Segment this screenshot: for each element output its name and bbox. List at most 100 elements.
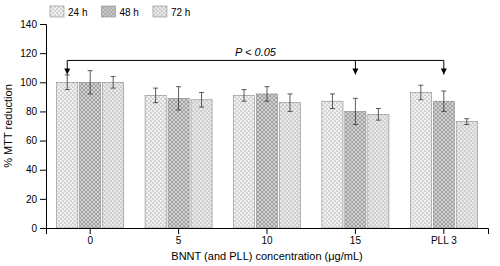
error-bar-stem	[443, 91, 444, 111]
y-tick-label: 80	[26, 106, 38, 117]
y-tick: 0	[31, 223, 46, 234]
error-bar-stem	[332, 94, 333, 109]
bar	[80, 82, 101, 228]
legend-label: 48 h	[119, 7, 138, 18]
error-bar-cap	[418, 85, 423, 86]
y-tick-label: 60	[26, 135, 38, 146]
plot-area: 0 5 10 15 PLL 3 0 20 40 60 80 100 120 140 P < 0.05	[20, 19, 488, 246]
y-tick: 120	[20, 48, 46, 59]
y-tick-label: 40	[26, 164, 38, 175]
error-bar-cap	[353, 98, 358, 99]
y-tick-label: 0	[31, 223, 37, 234]
error-bar-cap	[242, 101, 247, 102]
bar	[103, 82, 124, 228]
error-bar-cap	[287, 93, 292, 94]
error-bar-stem	[420, 85, 421, 100]
error-bar-cap	[265, 101, 270, 102]
error-bar	[330, 94, 335, 109]
series	[57, 75, 432, 228]
x-tick-label: PLL 3	[431, 235, 457, 246]
x-tick: PLL 3	[431, 228, 457, 246]
legend: 24 h 48 h 72 h	[50, 6, 190, 18]
error-bar	[287, 94, 292, 111]
error-bar-cap	[199, 92, 204, 93]
error-bar-cap	[242, 89, 247, 90]
error-bar-cap	[464, 118, 469, 119]
error-bar-stem	[466, 119, 467, 125]
y-tick-mark	[40, 111, 46, 112]
y-tick: 20	[26, 194, 46, 205]
legend-swatch	[50, 6, 64, 17]
error-bar-stem	[178, 87, 179, 110]
error-bar-cap	[330, 93, 335, 94]
annotation: P < 0.05	[67, 46, 444, 75]
error-bar-cap	[330, 108, 335, 109]
y-tick-mark	[40, 82, 46, 83]
x-axis: 0 5 10 15 PLL 3	[47, 228, 489, 246]
error-bar-cap	[441, 91, 446, 92]
x-tick-label: 0	[87, 235, 93, 246]
y-tick-mark	[40, 228, 46, 229]
y-tick-mark	[40, 170, 46, 171]
x-tick-label: 10	[261, 235, 273, 246]
series	[103, 76, 478, 228]
x-tick-mark	[90, 228, 91, 234]
error-bar-cap	[111, 88, 116, 89]
annotation-arrow	[443, 60, 444, 74]
error-bar	[441, 91, 446, 111]
annotation-bracket	[67, 60, 444, 61]
error-bar-stem	[267, 87, 268, 102]
bar	[433, 101, 454, 228]
y-axis: 0 20 40 60 80 100 120 140	[20, 19, 46, 234]
error-bar-cap	[199, 107, 204, 108]
y-tick: 40	[26, 164, 46, 175]
y-tick: 140	[20, 19, 46, 30]
y-tick-mark	[40, 141, 46, 142]
x-tick-mark	[355, 228, 356, 234]
error-bar-stem	[113, 76, 114, 88]
legend-swatch	[101, 6, 115, 17]
bar	[191, 100, 212, 228]
error-bar-cap	[287, 111, 292, 112]
chart-svg: 051015PLL 3020406080100120140P < 0.05BNN…	[0, 0, 500, 266]
annotation-text: P < 0.05	[235, 46, 277, 58]
error-bar-stem	[201, 92, 202, 107]
x-tick-mark	[443, 228, 444, 234]
error-bar-stem	[289, 94, 290, 111]
error-bar	[242, 90, 247, 102]
error-bar-cap	[65, 75, 70, 76]
x-tick: 15	[350, 228, 362, 246]
legend-item: 24 h	[50, 6, 87, 18]
y-tick-label: 140	[20, 19, 37, 30]
legend-swatch	[153, 6, 167, 17]
legend-item: 48 h	[101, 6, 138, 18]
error-bar-cap	[153, 102, 158, 103]
bar	[456, 122, 477, 228]
error-bar-stem	[378, 109, 379, 121]
y-tick: 80	[26, 106, 46, 117]
error-bar	[464, 119, 469, 125]
error-bar-cap	[88, 70, 93, 71]
annotation-arrow	[355, 60, 356, 74]
x-tick: 0	[87, 228, 93, 246]
x-tick-label: 5	[176, 235, 182, 246]
bar	[168, 98, 189, 228]
y-axis-line	[40, 25, 47, 229]
error-bar-cap	[418, 99, 423, 100]
y-tick-label: 100	[20, 77, 37, 88]
chart-container: 051015PLL 3020406080100120140P < 0.05BNN…	[0, 0, 500, 266]
y-tick: 60	[26, 135, 46, 146]
error-bar-cap	[376, 108, 381, 109]
x-tick-mark	[178, 228, 179, 234]
bar	[322, 101, 343, 228]
legend-item: 72 h	[153, 6, 190, 18]
error-bar	[353, 98, 358, 124]
bar	[233, 95, 254, 228]
y-axis-title: % MTT reduction	[2, 84, 14, 168]
error-bar-cap	[265, 86, 270, 87]
x-tick-mark	[267, 228, 268, 234]
bar	[145, 95, 166, 228]
error-bar-cap	[353, 124, 358, 125]
marks	[57, 71, 478, 228]
error-bar-cap	[111, 76, 116, 77]
